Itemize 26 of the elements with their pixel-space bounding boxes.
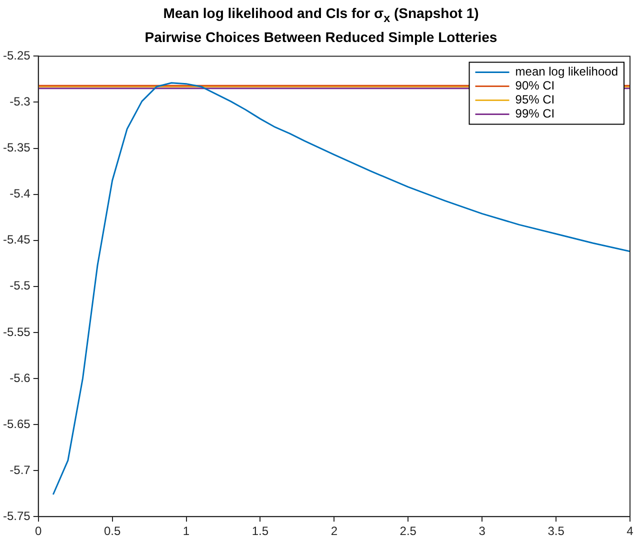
y-tick-label: -5.65 bbox=[2, 416, 31, 431]
x-tick-label: 4 bbox=[626, 524, 634, 538]
chart-title: Mean log likelihood and CIs for σ$_{x}$ (Snapshot 1) bbox=[162, 4, 480, 27]
x-tick-label: 3 bbox=[478, 524, 486, 538]
x-tick-label: 0 bbox=[35, 524, 42, 538]
legend-label: 90% CI bbox=[515, 78, 555, 92]
y-tick-label: -5.25 bbox=[2, 48, 31, 62]
y-tick-label: -5.5 bbox=[10, 278, 31, 293]
legend-label: 95% CI bbox=[515, 92, 555, 106]
y-tick-label: -5.35 bbox=[2, 140, 31, 154]
x-tick-label: 1 bbox=[182, 524, 190, 538]
legend-label: 99% CI bbox=[515, 106, 555, 120]
chart-subtitle: Pairwise Choices Between Reduced Simple Lotteries bbox=[144, 28, 498, 46]
x-tick-label: 3.5 bbox=[548, 524, 565, 538]
y-tick-label: -5.75 bbox=[2, 508, 31, 523]
y-tick-label: -5.4 bbox=[10, 186, 31, 200]
x-tick-label: 1.5 bbox=[252, 524, 269, 538]
x-tick-label: 2.5 bbox=[400, 524, 417, 538]
x-tick-label: 2 bbox=[330, 524, 338, 538]
legend-label: mean log likelihood bbox=[515, 64, 618, 78]
y-tick-label: -5.55 bbox=[2, 324, 31, 339]
y-tick-label: -5.6 bbox=[10, 370, 31, 385]
y-tick-label: -5.3 bbox=[10, 94, 31, 108]
y-tick-label: -5.7 bbox=[10, 462, 31, 477]
x-tick-label: 0.5 bbox=[104, 524, 121, 538]
y-tick-label: -5.45 bbox=[2, 232, 31, 246]
